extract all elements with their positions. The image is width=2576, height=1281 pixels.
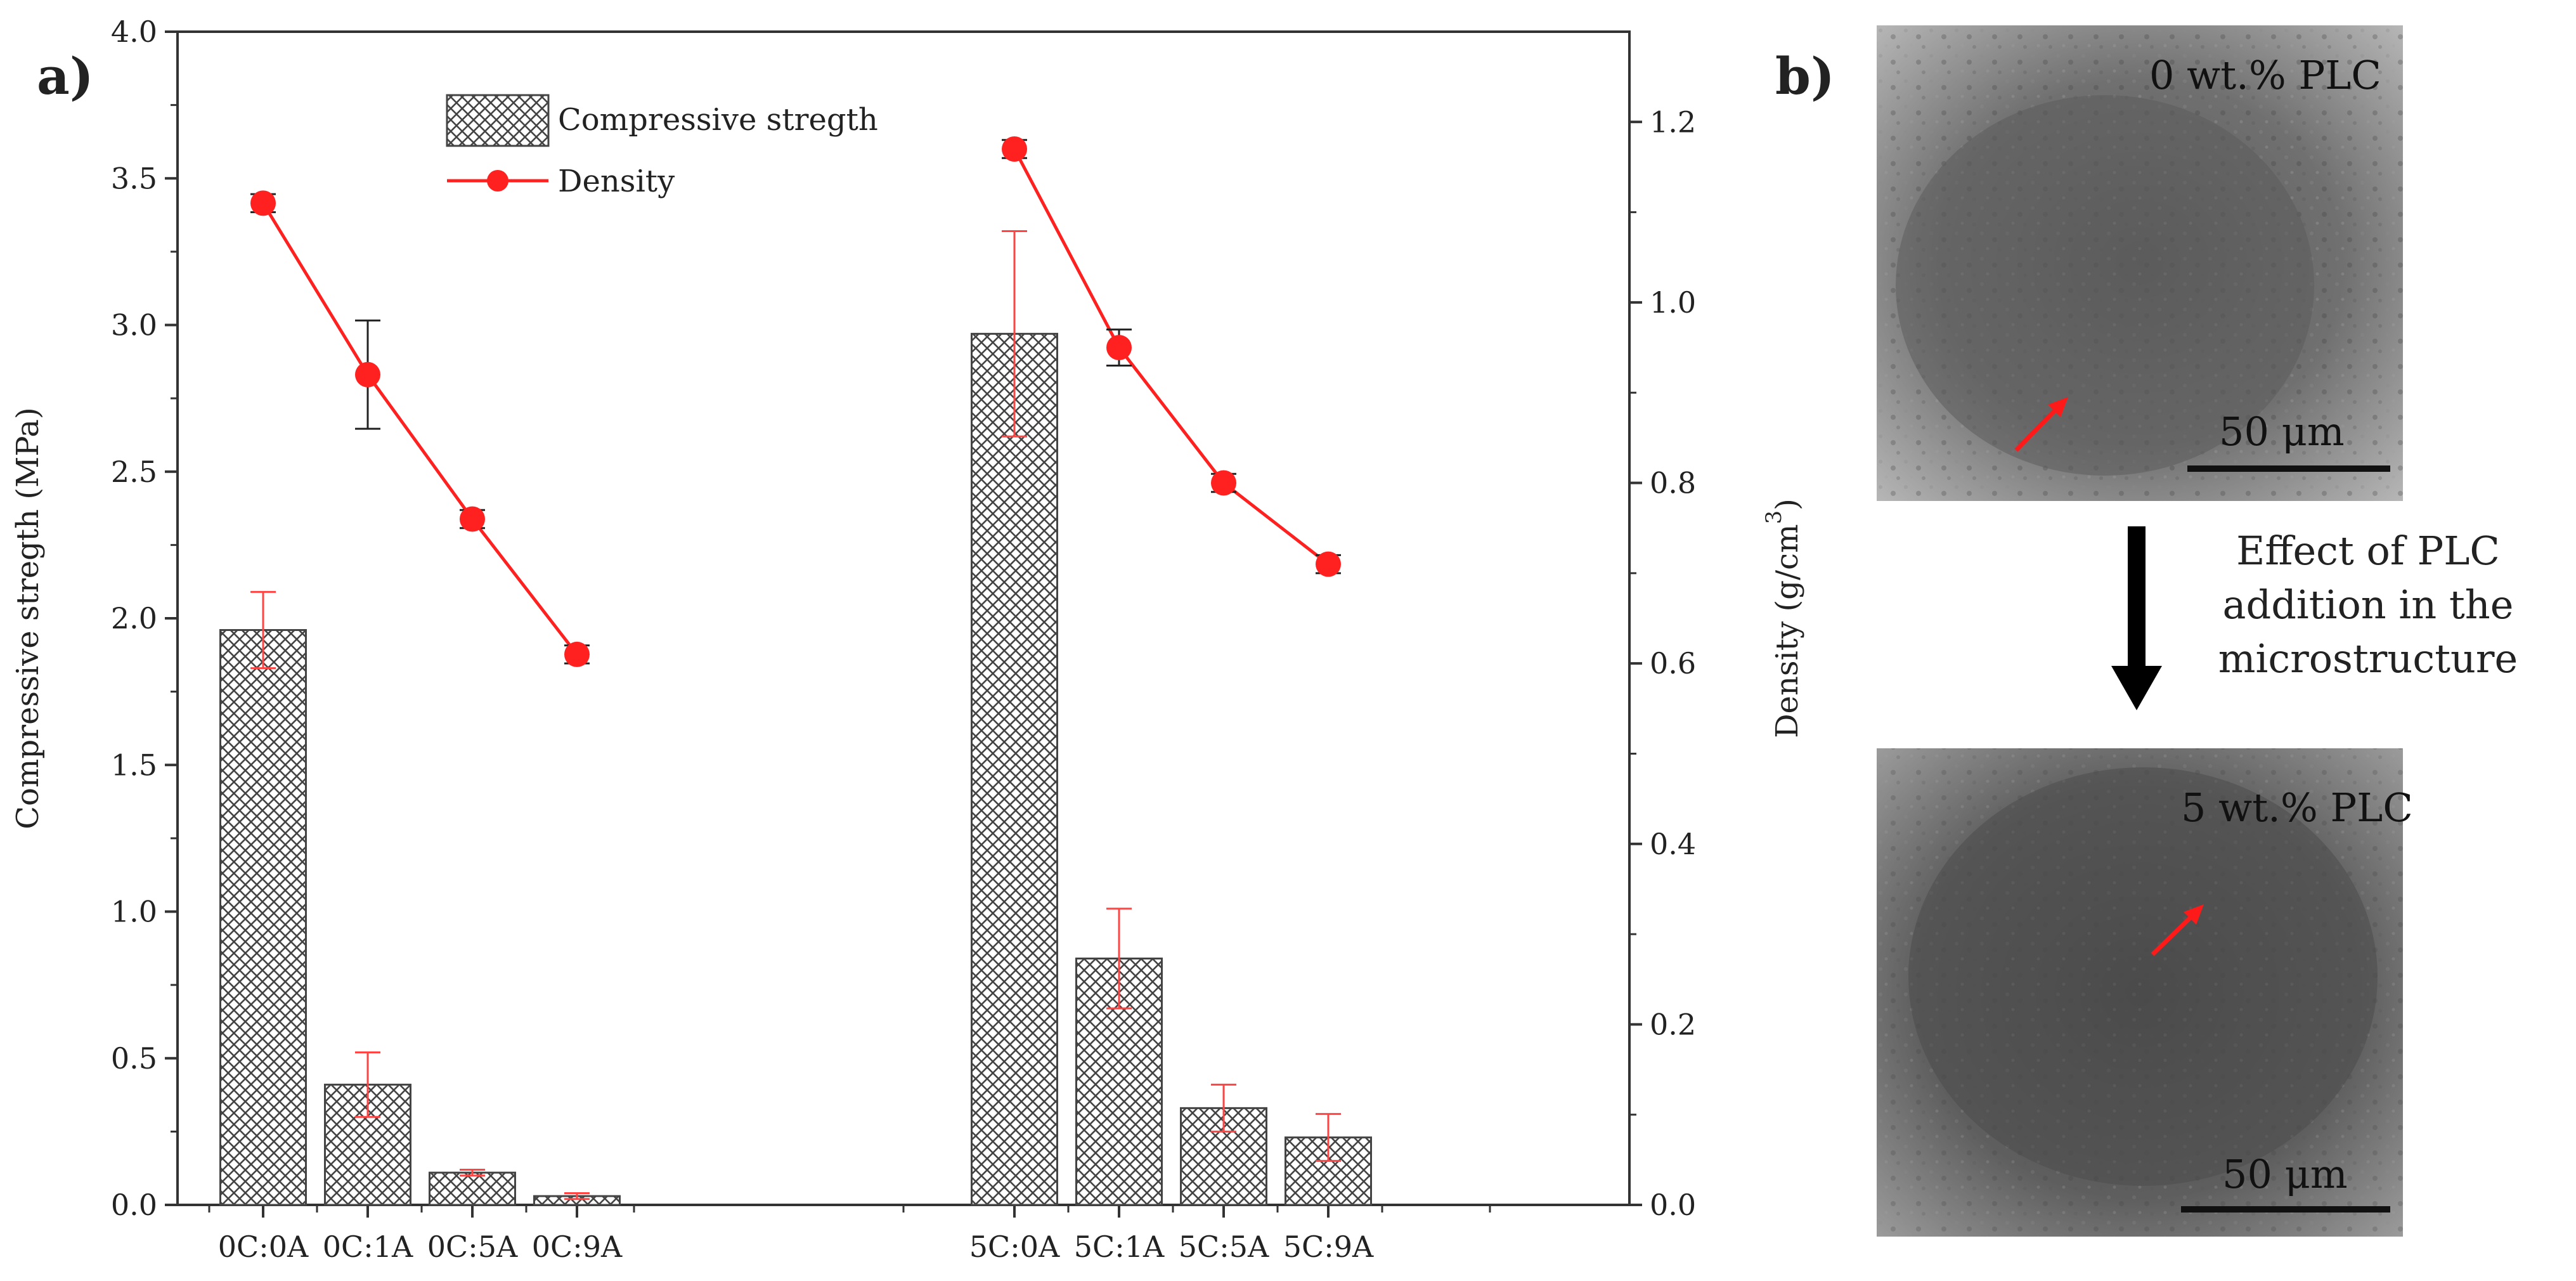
x-tick-label: 0C:9A: [532, 1230, 623, 1264]
density-point: [355, 361, 380, 387]
y2-tick-label: 0.8: [1650, 466, 1696, 500]
bar: [971, 332, 1058, 1206]
scale-bar-label-top: 50 μm: [2219, 408, 2345, 455]
micrograph-0wt: 0 wt.% PLC 50 μm: [1877, 25, 2403, 501]
x-tick-label: 5C:9A: [1283, 1230, 1374, 1264]
density-line: [261, 202, 578, 656]
arrow-bottom-head: [2184, 904, 2204, 925]
arrow-top-shaft: [2014, 404, 2061, 452]
scale-bar-bottom: [2181, 1206, 2390, 1213]
bar: [324, 1083, 411, 1206]
caption-line-2: addition in the: [2223, 582, 2514, 628]
x-axis-ticks: 0C:0A 0C:1A 0C:5A 0C:9A 5C:0A 5C:1A 5C:5A 5C:9A: [208, 1205, 1491, 1264]
y-tick-label: 1.0: [111, 895, 157, 929]
micrograph-top-label: 0 wt.% PLC: [2149, 52, 2381, 98]
y-tick-label: 3.5: [111, 161, 157, 195]
density-series: [250, 136, 1341, 667]
x-tick-label: 0C:1A: [323, 1230, 413, 1264]
x-tick-label: 5C:0A: [969, 1230, 1060, 1264]
x-tick-label: 5C:5A: [1179, 1230, 1269, 1264]
y2-tick-label: 0.2: [1650, 1007, 1696, 1041]
right-axis-title-text: Density (g/cm: [1770, 524, 1805, 738]
scale-bar-label-bottom: 50 μm: [2222, 1151, 2348, 1197]
y-tick-label: 4.0: [111, 15, 157, 49]
left-axis-ticks: 0.0 0.5 1.0 1.5 2.0 2.5 3.0 3.5 4.0: [111, 15, 178, 1222]
left-axis-title: Compressive stregth (MPa): [10, 407, 46, 829]
y-tick-label: 1.5: [111, 748, 157, 782]
y-tick-label: 0.5: [111, 1041, 157, 1076]
y-tick-label: 2.0: [111, 601, 157, 635]
legend-bar-swatch: [446, 94, 550, 147]
sem-particle-bottom: [1908, 767, 2378, 1186]
right-axis-title: Density (g/cm3): [1761, 498, 1805, 738]
arrow-bottom-shaft: [2151, 911, 2197, 956]
plot-frame: [176, 30, 1631, 1206]
caption-line-1: Effect of PLC: [2236, 528, 2500, 574]
y2-tick-label: 0.0: [1650, 1188, 1696, 1222]
down-arrow-head: [2111, 666, 2162, 710]
density-point: [1002, 136, 1027, 162]
caption-line-3: microstructure: [2218, 635, 2518, 682]
compressive-strength-bars: [219, 230, 1372, 1206]
panel-b-label: b): [1775, 46, 1835, 106]
arrow-top-head: [2048, 397, 2068, 417]
density-point: [1211, 470, 1236, 496]
density-point: [564, 641, 590, 667]
y2-tick-label: 0.6: [1650, 646, 1696, 680]
effect-arrow: [2111, 526, 2162, 710]
y2-tick-label: 1.2: [1650, 105, 1696, 139]
right-axis-title-superscript: 3: [1761, 510, 1787, 524]
y2-tick-label: 0.4: [1650, 827, 1696, 861]
right-axis-ticks: 0.0 0.2 0.4 0.6 0.8 1.0 1.2: [1629, 105, 1696, 1222]
x-tick-label: 0C:5A: [427, 1230, 518, 1264]
sem-particle-top: [1896, 95, 2314, 476]
density-point: [1316, 551, 1341, 577]
right-axis-title-end: ): [1770, 498, 1805, 510]
legend: Compressive stregth Density: [446, 94, 878, 199]
y-tick-label: 0.0: [111, 1188, 157, 1222]
x-tick-label: 5C:1A: [1074, 1230, 1165, 1264]
density-line: [1013, 148, 1330, 566]
legend-label-density: Density: [558, 164, 675, 199]
density-point: [250, 190, 276, 216]
micrograph-bottom-label: 5 wt.% PLC: [2181, 784, 2413, 831]
legend-label-compressive: Compressive stregth: [558, 102, 878, 138]
scale-bar-top: [2187, 465, 2390, 472]
legend-marker-density: [487, 170, 508, 192]
panel-a-label: a): [37, 46, 94, 106]
x-tick-label: 0C:0A: [218, 1230, 309, 1264]
micrograph-5wt: 5 wt.% PLC 50 μm: [1877, 748, 2413, 1237]
y-tick-label: 2.5: [111, 455, 157, 489]
y-tick-label: 3.0: [111, 308, 157, 342]
bar: [219, 629, 307, 1206]
down-arrow-shaft: [2128, 526, 2146, 672]
bar: [429, 1171, 516, 1206]
plot-area-border: [176, 30, 1631, 1206]
y2-tick-label: 1.0: [1650, 285, 1696, 320]
density-point: [460, 506, 485, 532]
density-point: [1106, 335, 1132, 361]
